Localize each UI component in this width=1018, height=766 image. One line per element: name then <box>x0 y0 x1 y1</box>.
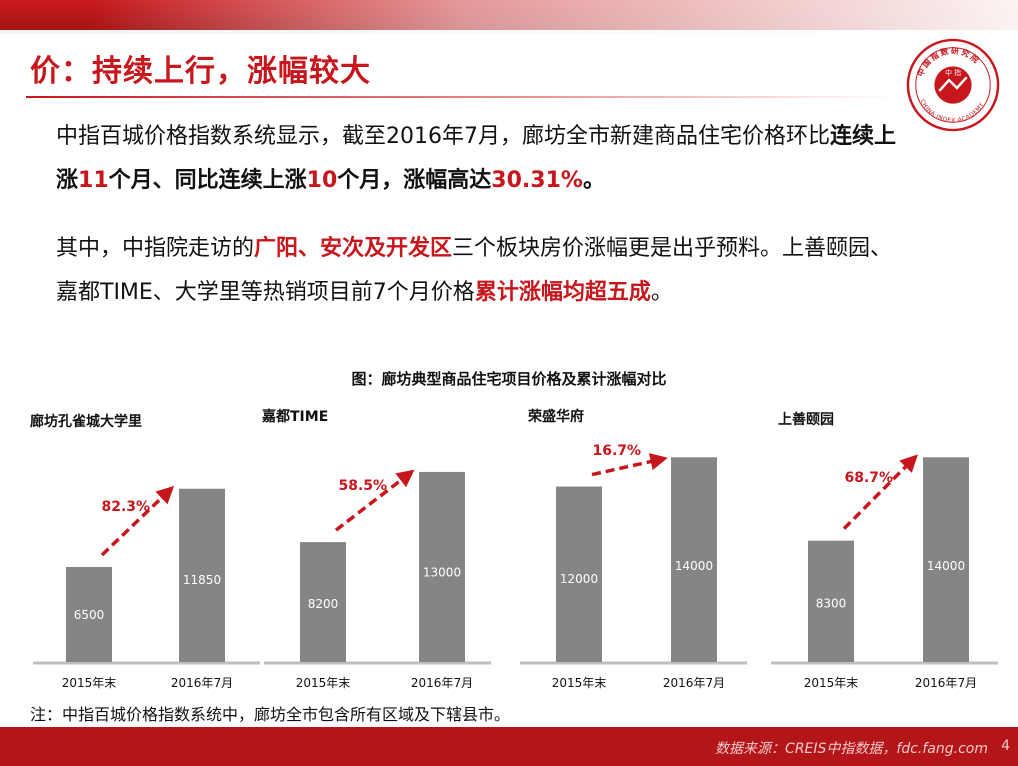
slide-title: 价：持续上行，涨幅较大 <box>30 54 371 89</box>
growth-label: 82.3% <box>102 499 151 515</box>
growth-arrow <box>842 454 918 530</box>
data-source: 数据来源：CREIS中指数据，fdc.fang.com <box>715 741 988 757</box>
text-span: 嘉都TIME、大学里等热销项目前7个月价格 <box>56 280 475 305</box>
bar-value-label: 11850 <box>183 573 221 587</box>
bar-value-label: 8300 <box>816 596 847 610</box>
x-tick-label: 2016年7月 <box>171 676 233 690</box>
text-span: 。 <box>650 280 673 305</box>
bar-value-label: 8200 <box>308 597 339 611</box>
growth-label: 68.7% <box>845 470 894 486</box>
chart-title: 廊坊孔雀城大学里 <box>30 413 142 430</box>
bottom-banner <box>0 727 1018 766</box>
highlight-span: 10 <box>306 168 338 193</box>
chart-title: 上善颐园 <box>778 411 834 428</box>
growth-arrow <box>591 453 668 477</box>
bar <box>923 457 969 662</box>
bar <box>556 486 602 662</box>
top-banner-shade <box>88 0 1018 30</box>
bar-value-label: 13000 <box>423 565 461 579</box>
x-tick-label: 2015年末 <box>804 676 859 690</box>
chart-group-title: 图：廊坊典型商品住宅项目价格及累计涨幅对比 <box>351 370 667 388</box>
growth-arrow <box>334 469 415 532</box>
bold-span: 连续上 <box>830 124 897 149</box>
bar-value-label: 14000 <box>927 559 965 573</box>
text-span: 三个板块房价涨幅更是出乎预料。上善颐园、 <box>452 236 893 261</box>
footnote: 注：中指百城价格指数系统中，廊坊全市包含所有区域及下辖县市。 <box>30 705 511 724</box>
text-span: 其中，中指院走访的 <box>56 236 255 261</box>
bold-span: 涨 <box>56 168 79 193</box>
bar-value-label: 6500 <box>74 608 105 622</box>
x-tick-label: 2015年末 <box>296 676 351 690</box>
bold-span: 个月、同比连续上涨 <box>108 168 307 193</box>
growth-arrow <box>100 485 175 557</box>
seal-trend-line <box>938 76 968 92</box>
growth-label: 58.5% <box>339 478 388 494</box>
chart-title: 荣盛华府 <box>527 408 584 425</box>
bar-value-label: 12000 <box>560 572 598 586</box>
x-tick-label: 2016年7月 <box>411 676 473 690</box>
bar-value-label: 14000 <box>675 559 713 573</box>
paragraph-2-line-1: 其中，中指院走访的广阳、安次及开发区三个板块房价涨幅更是出乎预料。上善颐园、 <box>56 230 892 262</box>
seal-center-text: 中 指 <box>945 68 961 77</box>
bold-span: 个月，涨幅高达 <box>337 168 492 193</box>
paragraph-1-line-1: 中指百城价格指数系统显示，截至2016年7月，廊坊全市新建商品住宅价格环比连续上 <box>56 118 896 150</box>
top-banner-edge <box>0 30 1018 34</box>
x-tick-label: 2015年末 <box>62 676 117 690</box>
text-span: 中指百城价格指数系统显示，截至2016年7月，廊坊全市新建商品住宅价格环比 <box>56 124 830 149</box>
title-underline <box>26 96 896 98</box>
highlight-span: 11 <box>78 168 109 193</box>
china-index-academy-seal-icon: 中 指 中国指数研究院 CHINA INDEX ACADEMY <box>906 38 1000 132</box>
bold-span: 。 <box>582 168 605 193</box>
bar <box>671 457 717 662</box>
seal-outer-ring <box>906 38 1000 132</box>
x-tick-label: 2015年末 <box>552 676 607 690</box>
page-number: 4 <box>1001 738 1010 754</box>
highlight-span: 广阳、安次及开发区 <box>254 236 453 261</box>
chart-title: 嘉都TIME <box>261 408 328 425</box>
bar <box>66 566 112 662</box>
bar <box>419 471 465 662</box>
growth-label: 16.7% <box>593 443 642 459</box>
bar <box>808 540 854 662</box>
bar <box>179 488 225 662</box>
paragraph-2-line-2: 嘉都TIME、大学里等热销项目前7个月价格累计涨幅均超五成。 <box>56 274 673 306</box>
seal-inner-ring <box>915 47 991 123</box>
highlight-span: 累计涨幅均超五成 <box>474 280 651 305</box>
bar <box>300 542 346 662</box>
highlight-span: 30.31% <box>491 168 583 193</box>
paragraph-1-line-2: 涨11个月、同比连续上涨10个月，涨幅高达30.31%。 <box>56 162 605 194</box>
x-tick-label: 2016年7月 <box>915 676 977 690</box>
x-tick-label: 2016年7月 <box>663 676 725 690</box>
